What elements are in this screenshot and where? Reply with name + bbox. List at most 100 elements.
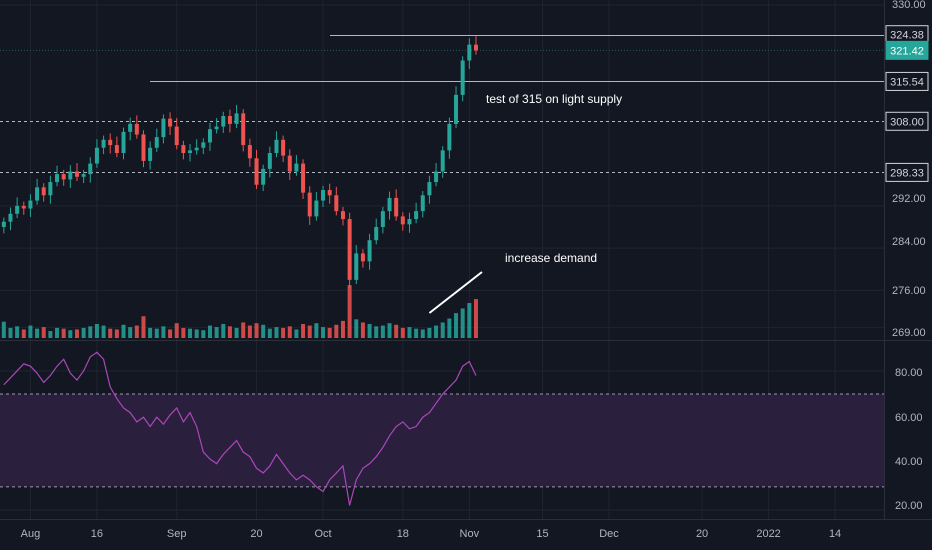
volume-bar — [174, 323, 179, 338]
candle-body[interactable] — [234, 113, 239, 124]
candle-body[interactable] — [168, 118, 173, 127]
candle-body[interactable] — [321, 190, 326, 201]
candle-body[interactable] — [28, 200, 33, 209]
candle-body[interactable] — [400, 216, 405, 225]
volume-bar — [267, 328, 272, 338]
candle-body[interactable] — [161, 118, 166, 138]
volume-bar — [55, 327, 60, 338]
candle-body[interactable] — [314, 200, 319, 217]
candle-body[interactable] — [48, 182, 53, 196]
candle-body[interactable] — [454, 94, 459, 124]
candle-body[interactable] — [307, 192, 312, 217]
candle-body[interactable] — [367, 240, 372, 262]
trend-line — [428, 271, 483, 314]
candle-body[interactable] — [247, 145, 252, 159]
candle-body[interactable] — [214, 126, 219, 130]
volume-bar — [473, 299, 478, 338]
price-label-box — [885, 71, 929, 91]
candle-body[interactable] — [267, 153, 272, 169]
candle-body[interactable] — [360, 253, 365, 262]
candle-body[interactable] — [114, 145, 119, 153]
candle-body[interactable] — [1, 221, 6, 227]
candle-body[interactable] — [347, 219, 352, 280]
candle-body[interactable] — [387, 197, 392, 212]
candle-body[interactable] — [188, 150, 193, 153]
candle-body[interactable] — [420, 195, 425, 212]
candle-body[interactable] — [467, 44, 472, 61]
rsi-band-fill — [0, 394, 884, 487]
price-axis[interactable]: 330.00 292.00 284.00 276.00 269.00 80.00… — [892, 0, 926, 512]
candle-body[interactable] — [254, 158, 259, 185]
candle-body[interactable] — [41, 187, 46, 196]
price-label-298.33: 298.33 — [885, 162, 929, 182]
candle-body[interactable] — [108, 139, 113, 146]
candle-body[interactable] — [287, 155, 292, 172]
candle-body[interactable] — [8, 213, 13, 222]
candle-body[interactable] — [101, 139, 106, 148]
candle-body[interactable] — [414, 211, 419, 220]
candle-body[interactable] — [301, 163, 306, 193]
price-tick-330: 330.00 — [892, 0, 926, 11]
candle-body[interactable] — [201, 142, 206, 148]
candle-body[interactable] — [334, 195, 339, 212]
candle-body[interactable] — [473, 44, 478, 51]
candle-body[interactable] — [55, 174, 60, 183]
candle-body[interactable] — [227, 116, 232, 124]
time-tick-18: 18 — [397, 528, 409, 540]
candles[interactable] — [1, 36, 478, 289]
candle-body[interactable] — [181, 145, 186, 153]
candle-body[interactable] — [440, 150, 445, 172]
candle-body[interactable] — [327, 190, 332, 196]
candle-body[interactable] — [21, 205, 26, 209]
candle-body[interactable] — [148, 147, 153, 161]
candle-body[interactable] — [141, 134, 146, 161]
candle-body[interactable] — [427, 182, 432, 196]
candle-body[interactable] — [294, 163, 299, 172]
volume-bar — [354, 319, 359, 338]
time-axis[interactable]: Aug 16 Sep 20 Oct 18 Nov 15 Dec 20 2022 14 — [21, 528, 842, 540]
candle-body[interactable] — [88, 163, 93, 175]
candle-body[interactable] — [94, 147, 99, 164]
candle-body[interactable] — [241, 113, 246, 146]
candle-body[interactable] — [154, 137, 159, 148]
candle-body[interactable] — [407, 219, 412, 225]
price-tick-284: 284.00 — [892, 236, 926, 248]
candle-body[interactable] — [274, 139, 279, 153]
candle-body[interactable] — [128, 123, 133, 132]
candle-body[interactable] — [380, 211, 385, 227]
price-label-315.54: 315.54 — [885, 71, 929, 91]
time-tick-Dec: Dec — [599, 528, 619, 540]
price-label-308.00: 308.00 — [885, 111, 929, 131]
volume-bar — [194, 329, 199, 338]
candle-body[interactable] — [61, 174, 66, 180]
candle-body[interactable] — [174, 126, 179, 146]
candle-body[interactable] — [281, 139, 286, 156]
volume-bar — [74, 329, 79, 338]
candle-body[interactable] — [68, 171, 73, 180]
candle-body[interactable] — [81, 174, 86, 177]
candle-body[interactable] — [460, 60, 465, 95]
candle-body[interactable] — [394, 197, 399, 217]
volume-bar — [48, 331, 53, 338]
candle-body[interactable] — [434, 171, 439, 183]
volume-bar — [414, 328, 419, 338]
candle-body[interactable] — [261, 168, 266, 185]
volume-bar — [21, 329, 26, 338]
candle-body[interactable] — [194, 147, 199, 151]
candle-body[interactable] — [207, 129, 212, 143]
volume-bar — [454, 313, 459, 338]
candle-body[interactable] — [354, 253, 359, 280]
candle-body[interactable] — [74, 171, 79, 177]
volume-bar — [307, 325, 312, 338]
candle-body[interactable] — [35, 187, 40, 201]
candle-body[interactable] — [15, 205, 20, 214]
candle-body[interactable] — [221, 116, 226, 127]
candle-body[interactable] — [374, 227, 379, 241]
volume-bar — [94, 324, 99, 338]
annotations: test of 315 on light supply increase dem… — [428, 92, 622, 314]
candle-body[interactable] — [121, 131, 126, 153]
candle-body[interactable] — [340, 211, 345, 220]
candle-body[interactable] — [134, 123, 139, 135]
candle-body[interactable] — [447, 123, 452, 151]
